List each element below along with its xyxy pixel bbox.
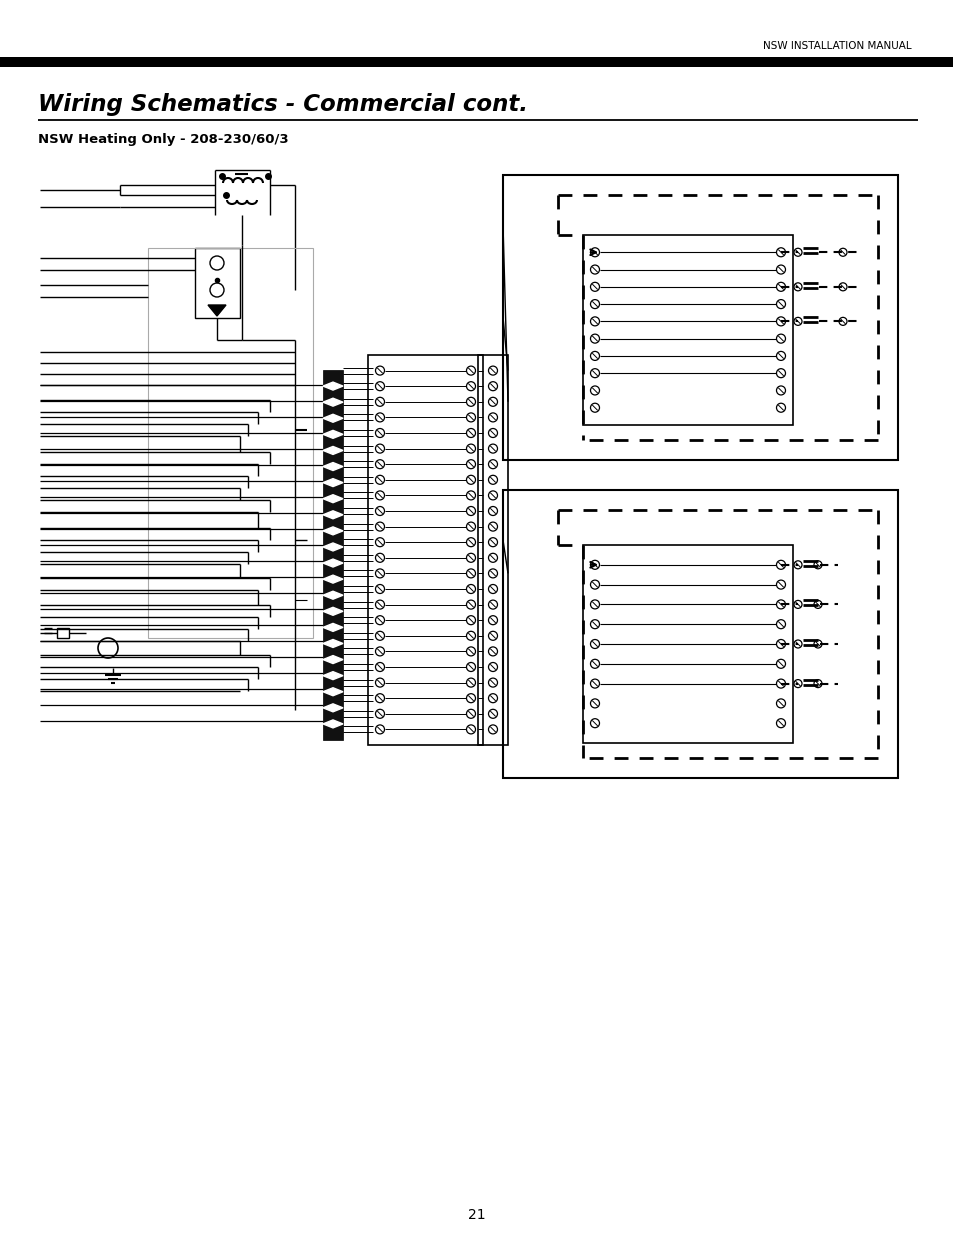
- Polygon shape: [323, 640, 343, 647]
- Polygon shape: [208, 305, 226, 316]
- Polygon shape: [323, 672, 343, 679]
- Polygon shape: [323, 559, 343, 567]
- Polygon shape: [323, 704, 343, 711]
- Bar: [582, 235, 792, 425]
- Polygon shape: [323, 398, 343, 406]
- Polygon shape: [323, 495, 343, 503]
- Text: Wiring Schematics - Commercial cont.: Wiring Schematics - Commercial cont.: [38, 93, 527, 116]
- Bar: [323, 370, 343, 740]
- Bar: [368, 354, 482, 745]
- Polygon shape: [323, 479, 343, 487]
- Bar: [502, 490, 897, 778]
- Polygon shape: [323, 463, 343, 471]
- Polygon shape: [323, 543, 343, 551]
- Polygon shape: [323, 430, 343, 438]
- Bar: [477, 354, 507, 745]
- Bar: [194, 248, 240, 317]
- Bar: [582, 545, 792, 743]
- Polygon shape: [323, 720, 343, 727]
- Polygon shape: [323, 527, 343, 535]
- Text: 21: 21: [468, 1208, 485, 1221]
- Text: NSW Heating Only - 208-230/60/3: NSW Heating Only - 208-230/60/3: [38, 132, 289, 146]
- Bar: [0, 57, 953, 67]
- Bar: [148, 248, 313, 638]
- Polygon shape: [323, 624, 343, 631]
- Polygon shape: [323, 688, 343, 695]
- Polygon shape: [323, 382, 343, 390]
- Text: NSW INSTALLATION MANUAL: NSW INSTALLATION MANUAL: [762, 41, 911, 51]
- Polygon shape: [323, 656, 343, 663]
- Polygon shape: [323, 592, 343, 599]
- Polygon shape: [323, 446, 343, 454]
- Polygon shape: [323, 414, 343, 422]
- Polygon shape: [323, 511, 343, 519]
- Bar: [502, 175, 897, 459]
- Bar: [57, 629, 69, 638]
- Polygon shape: [323, 576, 343, 583]
- Polygon shape: [323, 608, 343, 615]
